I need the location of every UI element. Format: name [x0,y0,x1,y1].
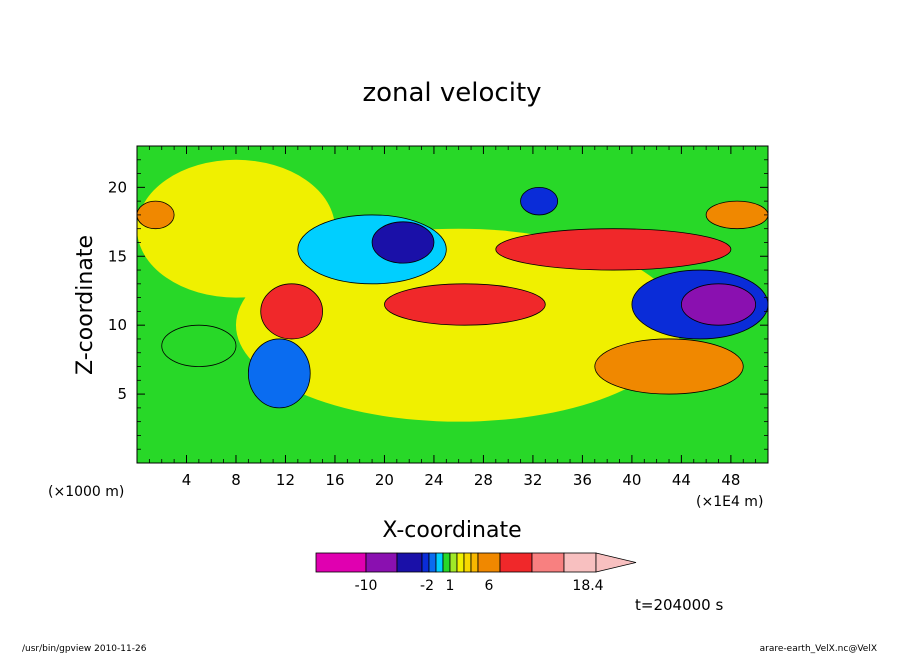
colorbar-swatch [315,552,367,573]
plot-frame [136,145,769,464]
x-tick-label: 48 [721,471,740,489]
y-tick-label: 15 [108,247,127,265]
y-tick-label: 20 [108,178,127,196]
field-region-5 [520,186,559,216]
field-region-1 [371,221,435,264]
colorbar-extend-arrow [595,552,637,573]
y-axis-label: Z-coordinate [73,235,98,375]
field-region-10 [260,283,323,340]
field-region-12 [705,200,768,230]
x-axis-label: X-coordinate [382,518,521,543]
colorbar-tick-label: -2 [420,578,434,594]
colorbar-swatch [435,552,444,573]
time-annotation: t=204000 s [635,596,723,614]
footer-right: arare-earth_VelX.nc@VelX [760,644,877,654]
x-tick-label: 32 [523,471,542,489]
field-region-6 [161,324,237,367]
colorbar-swatch [563,552,597,573]
colorbar: -10 -2 1 6 18.4 [315,552,637,594]
colorbar-swatch [365,552,398,573]
x-tick-label: 12 [276,471,295,489]
field-region-2 [247,338,311,409]
colorbar-swatch [442,552,451,573]
field-yellow-upper [137,159,335,298]
colorbar-tick-label: 1 [446,578,455,594]
field-region-9 [594,338,744,395]
colorbar-swatch [449,552,458,573]
colorbar-tick-label: 6 [485,578,494,594]
x-tick-label: 4 [182,471,192,489]
contour-fields [137,159,768,422]
footer-left: /usr/bin/gpview 2010-11-26 [22,644,147,654]
x-tick-label: 40 [622,471,641,489]
y-tick-label: 10 [108,316,127,334]
colorbar-swatch [463,552,472,573]
x-tick-label: 16 [325,471,344,489]
y-unit-label: (×1000 m) [48,484,124,500]
x-tick-label: 36 [573,471,592,489]
x-tick-label: 20 [375,471,394,489]
field-region-11 [137,200,175,230]
colorbar-swatch [477,552,501,573]
field-region-8 [495,228,732,271]
x-tick-label: 44 [672,471,691,489]
x-unit-label: (×1E4 m) [696,494,763,510]
field-region-4 [680,283,757,326]
colorbar-swatch [456,552,465,573]
x-tick-label: 28 [474,471,493,489]
colorbar-swatch [499,552,533,573]
colorbar-swatch [470,552,479,573]
colorbar-tick-label: 18.4 [572,578,603,594]
colorbar-tick-label: -10 [355,578,378,594]
x-tick-label: 24 [424,471,443,489]
x-axis-ticks: 4 8 12 16 20 24 28 32 36 40 44 48 [148,146,757,489]
chart-title: zonal velocity [362,78,541,108]
y-axis-ticks: 5 10 15 20 [108,159,768,450]
x-tick-label: 8 [231,471,241,489]
colorbar-swatch [421,552,430,573]
colorbar-swatch [428,552,437,573]
colorbar-swatch [531,552,565,573]
field-region-7 [384,283,546,326]
y-tick-label: 5 [117,385,127,403]
colorbar-swatch [396,552,423,573]
